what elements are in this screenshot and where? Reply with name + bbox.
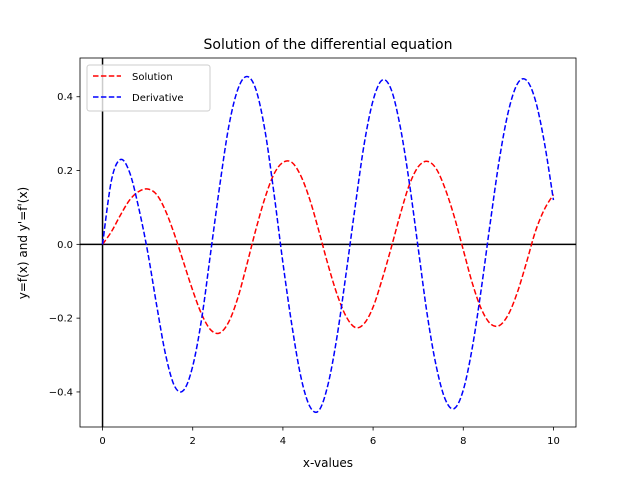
y-tick-label: 0.4 bbox=[57, 92, 73, 103]
y-tick-label: 0.0 bbox=[57, 240, 73, 251]
series-line-solution bbox=[101, 160, 555, 335]
chart-title: Solution of the differential equation bbox=[204, 37, 453, 53]
x-tick-label: 6 bbox=[370, 436, 376, 447]
legend-label-derivative: Derivative bbox=[132, 93, 184, 104]
x-tick-label: 8 bbox=[460, 436, 466, 447]
legend: Solution Derivative bbox=[86, 64, 211, 112]
x-tick-label: 4 bbox=[280, 436, 286, 447]
x-axis-label: x-values bbox=[303, 456, 353, 470]
plot-frame bbox=[79, 57, 577, 428]
series-layer bbox=[101, 75, 555, 414]
y-axis-ticks: −0.4 −0.2 0.0 0.2 0.4 bbox=[49, 92, 80, 398]
x-tick-label: 0 bbox=[99, 436, 105, 447]
x-axis-ticks: 0 2 4 6 8 10 bbox=[99, 427, 560, 447]
y-tick-label: −0.2 bbox=[49, 314, 73, 325]
y-tick-label: 0.2 bbox=[57, 166, 73, 177]
x-tick-label: 2 bbox=[190, 436, 196, 447]
y-tick-label: −0.4 bbox=[49, 387, 73, 398]
legend-label-solution: Solution bbox=[132, 72, 173, 83]
y-axis-label: y=f(x) and y'=f'(x) bbox=[16, 187, 30, 300]
series-line-derivative bbox=[101, 75, 555, 414]
x-tick-label: 10 bbox=[547, 436, 560, 447]
